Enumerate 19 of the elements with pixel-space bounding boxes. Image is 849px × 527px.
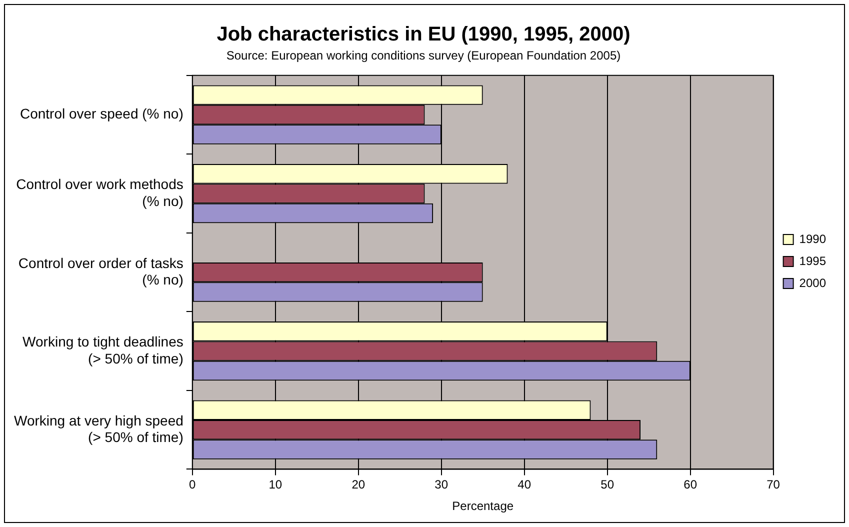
x-tick-label: 50 — [600, 478, 614, 492]
x-axis-title: Percentage — [452, 499, 514, 514]
x-tick-label: 60 — [684, 478, 698, 492]
y-tick-label: Control over order of tasks (% no) — [18, 254, 184, 288]
legend-label: 1995 — [799, 254, 826, 268]
y-tick-label: Control over work methods (% no) — [16, 176, 184, 209]
x-tick-label: 40 — [518, 478, 532, 492]
x-tick-label: 10 — [268, 478, 282, 492]
legend-label: 2000 — [799, 276, 826, 290]
chart-title: Job characteristics in EU (1990, 1995, 2000) — [216, 24, 630, 46]
y-tick-label: Control over speed (% no) — [20, 106, 184, 122]
x-tick-label: 0 — [189, 478, 196, 492]
legend-label: 1990 — [799, 232, 826, 246]
y-tick-label: Working at very high speed (> 50% of time) — [14, 412, 184, 446]
x-tick-label: 20 — [352, 478, 366, 492]
x-tick-label: 30 — [434, 478, 448, 492]
x-tick-label: 70 — [766, 478, 780, 492]
y-tick-label: Working to tight deadlines (> 50% of time) — [22, 334, 184, 366]
chart-subtitle: Source: European working conditions survey (European Foundation 2005) — [226, 48, 621, 63]
